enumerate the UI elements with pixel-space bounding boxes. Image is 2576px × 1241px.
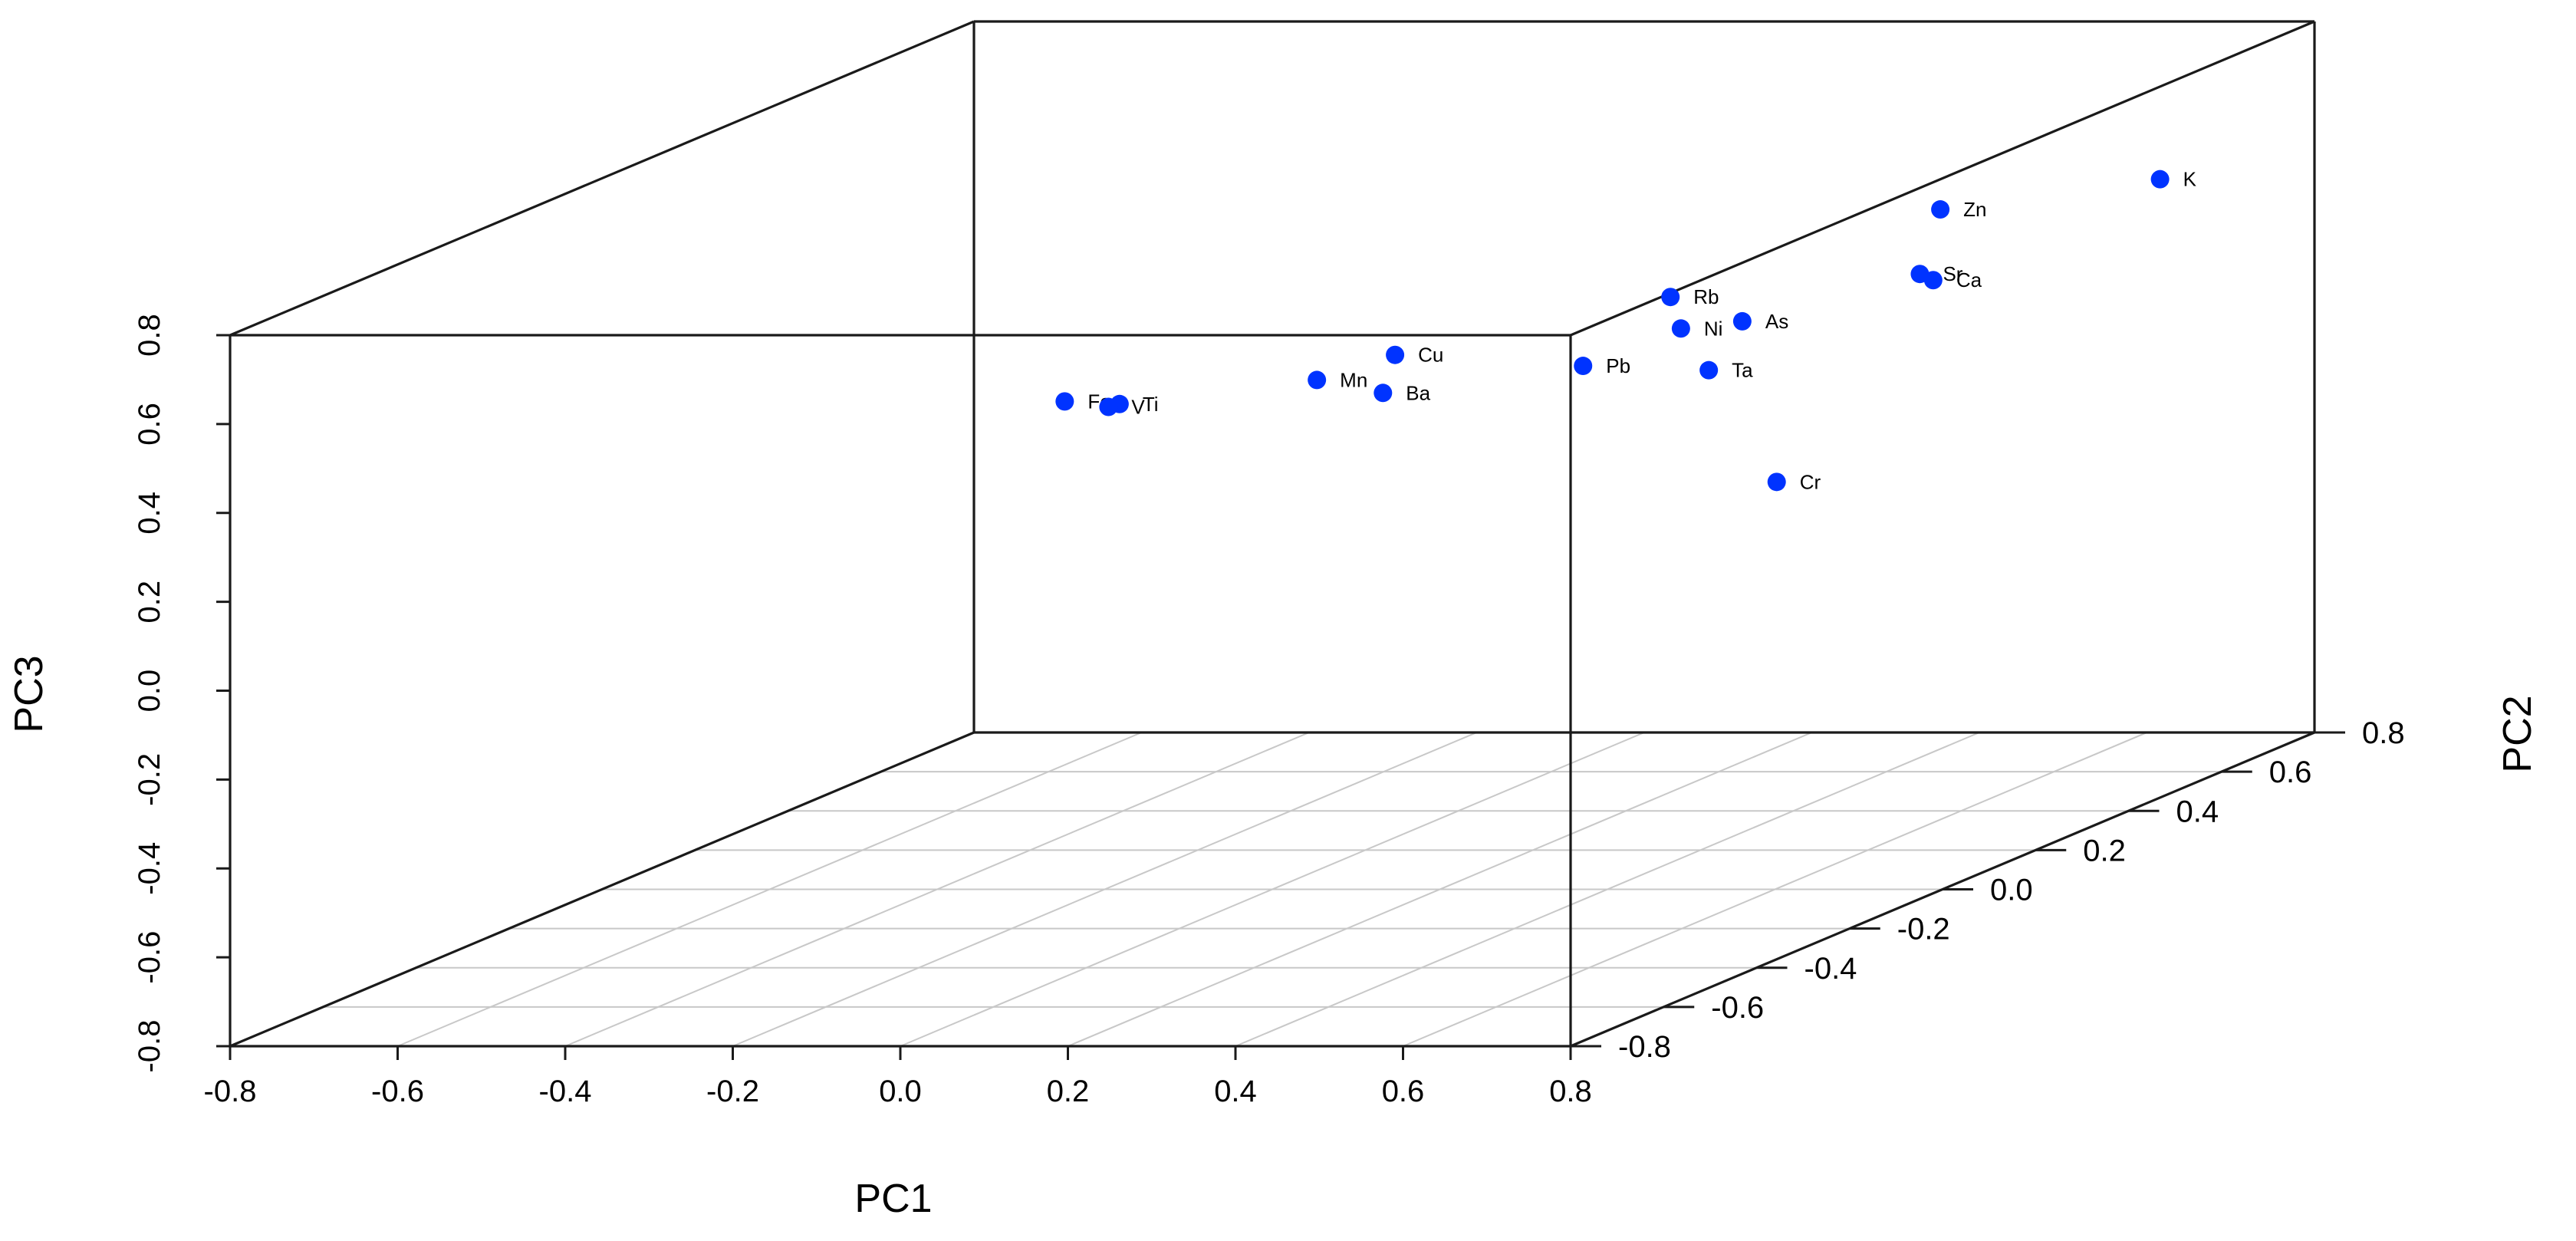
y-axis-title: PC2 bbox=[2495, 695, 2540, 772]
y-tick-label: 0.2 bbox=[2083, 834, 2126, 867]
y-tick-label: 0.4 bbox=[2176, 795, 2219, 828]
z-tick-label: -0.8 bbox=[133, 1020, 166, 1073]
z-tick-label: -0.4 bbox=[133, 842, 166, 895]
data-point-rb bbox=[1661, 288, 1680, 307]
data-point-pb bbox=[1574, 357, 1593, 376]
data-point-zn bbox=[1931, 200, 1950, 219]
z-tick-label: 0.2 bbox=[133, 581, 166, 624]
data-label-as: As bbox=[1765, 310, 1788, 333]
data-label-ti: Ti bbox=[1143, 393, 1159, 416]
y-tick-label: -0.2 bbox=[1897, 913, 1950, 946]
x-tick-label: -0.8 bbox=[204, 1075, 257, 1108]
y-tick-label: 0.6 bbox=[2269, 755, 2312, 789]
z-tick-label: 0.4 bbox=[133, 492, 166, 535]
x-tick-label: 0.0 bbox=[879, 1075, 922, 1108]
bottom-plane-grid bbox=[323, 732, 2222, 1047]
x-tick-label: 0.4 bbox=[1214, 1075, 1257, 1108]
data-label-cu: Cu bbox=[1418, 344, 1443, 367]
data-label-ca: Ca bbox=[1956, 268, 1982, 291]
data-label-rb: Rb bbox=[1693, 285, 1719, 308]
data-point-ni bbox=[1671, 319, 1690, 338]
z-tick-label: 0.0 bbox=[133, 670, 166, 713]
y-axis-ticks: -0.8 -0.6 -0.4 -0.2 0.0 0.2 0.4 0.6 0.8 bbox=[1571, 716, 2405, 1064]
data-point-mn bbox=[1308, 370, 1327, 390]
data-label-cr: Cr bbox=[1800, 470, 1821, 493]
data-label-mn: Mn bbox=[1340, 368, 1367, 391]
data-label-ta: Ta bbox=[1732, 359, 1753, 382]
x-axis-ticks: -0.8 -0.6 -0.4 -0.2 0.0 0.2 0.4 0.6 0.8 bbox=[204, 1046, 1592, 1108]
x-axis-title: PC1 bbox=[854, 1177, 932, 1221]
data-point-ba bbox=[1374, 383, 1393, 403]
data-label-v: V bbox=[1131, 396, 1145, 419]
x-tick-label: 0.8 bbox=[1549, 1075, 1592, 1108]
data-label-ni: Ni bbox=[1704, 317, 1723, 340]
y-tick-label: -0.8 bbox=[1618, 1030, 1671, 1064]
y-tick-label: -0.4 bbox=[1805, 952, 1857, 986]
data-label-ba: Ba bbox=[1406, 381, 1430, 404]
data-point-k bbox=[2150, 170, 2170, 189]
z-tick-label: -0.2 bbox=[133, 753, 166, 806]
y-tick-label: 0.0 bbox=[1990, 874, 2033, 907]
data-point-fe bbox=[1055, 392, 1074, 411]
y-tick-label: -0.6 bbox=[1711, 991, 1764, 1025]
data-point-v bbox=[1099, 397, 1118, 416]
box-edge bbox=[229, 731, 975, 1048]
data-label-sr: Sr bbox=[1943, 262, 1962, 285]
z-tick-label: -0.6 bbox=[133, 931, 166, 984]
z-axis-title: PC3 bbox=[7, 655, 51, 732]
x-tick-label: -0.2 bbox=[706, 1075, 759, 1108]
box-edge bbox=[229, 20, 975, 337]
x-tick-label: 0.2 bbox=[1047, 1075, 1090, 1108]
z-tick-label: 0.8 bbox=[133, 314, 166, 357]
y-tick-label: 0.8 bbox=[2362, 716, 2405, 750]
z-tick-label: 0.6 bbox=[133, 403, 166, 446]
data-point-as bbox=[1732, 311, 1752, 331]
data-label-zn: Zn bbox=[1963, 198, 1986, 221]
data-point-cu bbox=[1386, 345, 1405, 364]
x-tick-label: -0.4 bbox=[539, 1075, 592, 1108]
x-tick-label: 0.6 bbox=[1382, 1075, 1425, 1108]
data-point-ca bbox=[1923, 271, 1943, 290]
data-point-ta bbox=[1699, 360, 1719, 380]
data-label-k: K bbox=[2183, 168, 2197, 191]
data-point-cr bbox=[1767, 472, 1786, 492]
x-tick-label: -0.6 bbox=[371, 1075, 424, 1108]
z-axis-ticks: -0.8 -0.6 -0.4 -0.2 0.0 0.2 0.4 0.6 0.8 bbox=[133, 314, 230, 1072]
data-label-pb: Pb bbox=[1606, 354, 1630, 377]
box-edge bbox=[1570, 20, 2315, 337]
